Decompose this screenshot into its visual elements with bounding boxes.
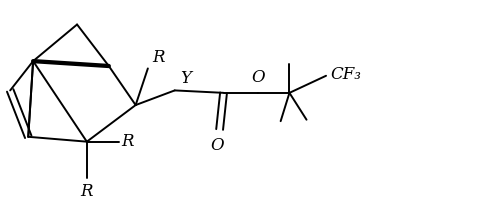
Text: CF₃: CF₃ xyxy=(330,66,361,83)
Text: O: O xyxy=(251,69,265,86)
Text: R: R xyxy=(152,49,164,66)
Text: O: O xyxy=(210,137,224,154)
Text: R: R xyxy=(121,133,134,150)
Text: Y: Y xyxy=(181,71,191,88)
Text: R: R xyxy=(81,183,93,200)
